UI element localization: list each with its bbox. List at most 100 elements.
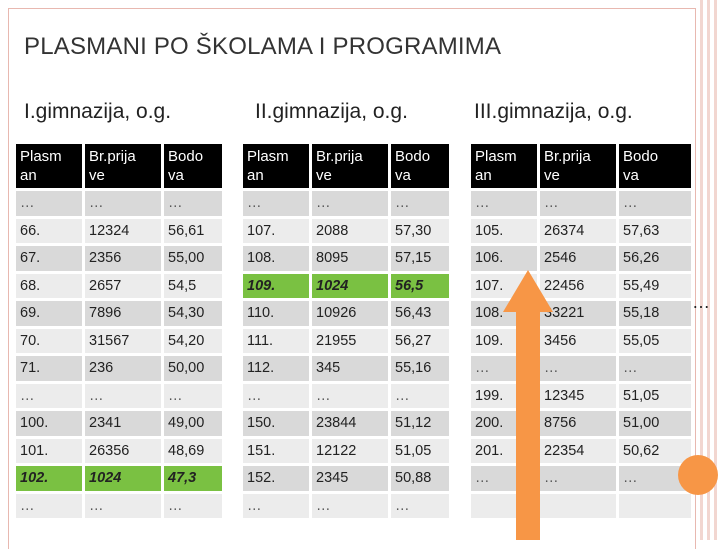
table-cell: 66. (16, 218, 82, 243)
table-cell: 108. (243, 246, 309, 271)
column-header: Plasm an (471, 144, 537, 188)
table-cell: … (312, 191, 388, 216)
table-cell: 31567 (85, 328, 161, 353)
decorative-stripes (696, 0, 720, 540)
table-cell: … (391, 191, 449, 216)
table-cell: 56,61 (164, 218, 222, 243)
table-cell: 51,05 (391, 438, 449, 463)
table-row: 105. 26374 57,63 (471, 218, 691, 243)
table-cell: 68. (16, 273, 82, 298)
table-row (471, 493, 691, 518)
table-row: ……… (16, 191, 222, 216)
table-cell: 56,27 (391, 328, 449, 353)
table-cell: … (312, 383, 388, 408)
table-row: ……… (16, 493, 222, 518)
table-cell: … (164, 191, 222, 216)
ranking-table-2: Plasm an Br.prija ve Bodo va……… 107. 2088 57,30 1… (240, 141, 452, 521)
table-cell: 55,00 (164, 246, 222, 271)
table-cell: 7896 (85, 301, 161, 326)
column-header: Br.prija ve (85, 144, 161, 188)
table-cell: 56,5 (391, 273, 449, 298)
school-name-2: II.gimnazija, o.g. (255, 100, 408, 123)
table-cell: 12122 (312, 438, 388, 463)
table-cell: 51,00 (619, 411, 691, 436)
table-cell: … (540, 191, 616, 216)
table-cell (540, 493, 616, 518)
table-cell: 2088 (312, 218, 388, 243)
table-cell: 50,88 (391, 466, 449, 491)
table-row: ……… (243, 493, 449, 518)
slide-frame (8, 8, 696, 549)
column-header: Bodo va (619, 144, 691, 188)
table-cell: 70. (16, 328, 82, 353)
table-cell (619, 493, 691, 518)
table-row: 106. 2546 56,26 (471, 246, 691, 271)
table-row: 110. 10926 56,43 (243, 301, 449, 326)
table-cell: 57,63 (619, 218, 691, 243)
table-cell: 50,62 (619, 438, 691, 463)
table-row: 109. 3456 55,05 (471, 328, 691, 353)
table-cell: … (619, 356, 691, 381)
table-cell: … (85, 383, 161, 408)
table-cell: 106. (471, 246, 537, 271)
table-cell: 51,05 (619, 383, 691, 408)
table-cell: 102. (16, 466, 82, 491)
table-cell: 51,12 (391, 411, 449, 436)
table-cell: 55,16 (391, 356, 449, 381)
table-cell: … (619, 191, 691, 216)
table-cell: 150. (243, 411, 309, 436)
table-cell: 10926 (312, 301, 388, 326)
table-cell: 55,05 (619, 328, 691, 353)
ranking-table-3: Plasm an Br.prija ve Bodo va……… 105. 26374 57,63… (468, 141, 694, 521)
table-cell: 1024 (312, 273, 388, 298)
school-name-3: III.gimnazija, o.g. (474, 100, 633, 123)
table-cell: 2657 (85, 273, 161, 298)
table-cell: 26356 (85, 438, 161, 463)
table-cell: 151. (243, 438, 309, 463)
table-cell: 23844 (312, 411, 388, 436)
table-cell: … (85, 493, 161, 518)
table-cell: 56,26 (619, 246, 691, 271)
table-cell: 12324 (85, 218, 161, 243)
school-name-1: I.gimnazija, o.g. (24, 100, 172, 123)
table-cell: … (164, 493, 222, 518)
table-cell: 48,69 (164, 438, 222, 463)
table-row: 71. 236 50,00 (16, 356, 222, 381)
table-row: ……… (243, 191, 449, 216)
table-row: 70. 31567 54,20 (16, 328, 222, 353)
table-row: 151. 12122 51,05 (243, 438, 449, 463)
table-cell: 54,30 (164, 301, 222, 326)
table-cell: 22354 (540, 438, 616, 463)
table-cell: … (16, 493, 82, 518)
decorative-circle (678, 455, 718, 495)
table-row: 101. 26356 48,69 (16, 438, 222, 463)
table-cell: … (243, 191, 309, 216)
up-arrow-head (503, 270, 553, 312)
table-cell: 55,18 (619, 301, 691, 326)
table-cell: 12345 (540, 383, 616, 408)
table-cell: 2356 (85, 246, 161, 271)
table-cell: 2546 (540, 246, 616, 271)
table-row: 66. 12324 56,61 (16, 218, 222, 243)
table-row: 109. 1024 56,5 (243, 273, 449, 298)
table-cell: 50,00 (164, 356, 222, 381)
table-cell: … (391, 493, 449, 518)
column-header: Bodo va (391, 144, 449, 188)
table-row: 100. 2341 49,00 (16, 411, 222, 436)
table-cell: … (540, 466, 616, 491)
up-arrow-icon (516, 310, 540, 540)
table-cell: 2345 (312, 466, 388, 491)
table-row: 102. 1024 47,3 (16, 466, 222, 491)
table-row: ……… (16, 383, 222, 408)
table-cell: 345 (312, 356, 388, 381)
table-cell: … (243, 383, 309, 408)
table-cell: 54,20 (164, 328, 222, 353)
table-cell: … (471, 191, 537, 216)
column-header: Br.prija ve (312, 144, 388, 188)
table-cell: 101. (16, 438, 82, 463)
continuation-ellipsis: … (692, 292, 710, 312)
table-cell: 105. (471, 218, 537, 243)
table-row: 112. 345 55,16 (243, 356, 449, 381)
table-cell: 152. (243, 466, 309, 491)
table-row: ……… (243, 383, 449, 408)
